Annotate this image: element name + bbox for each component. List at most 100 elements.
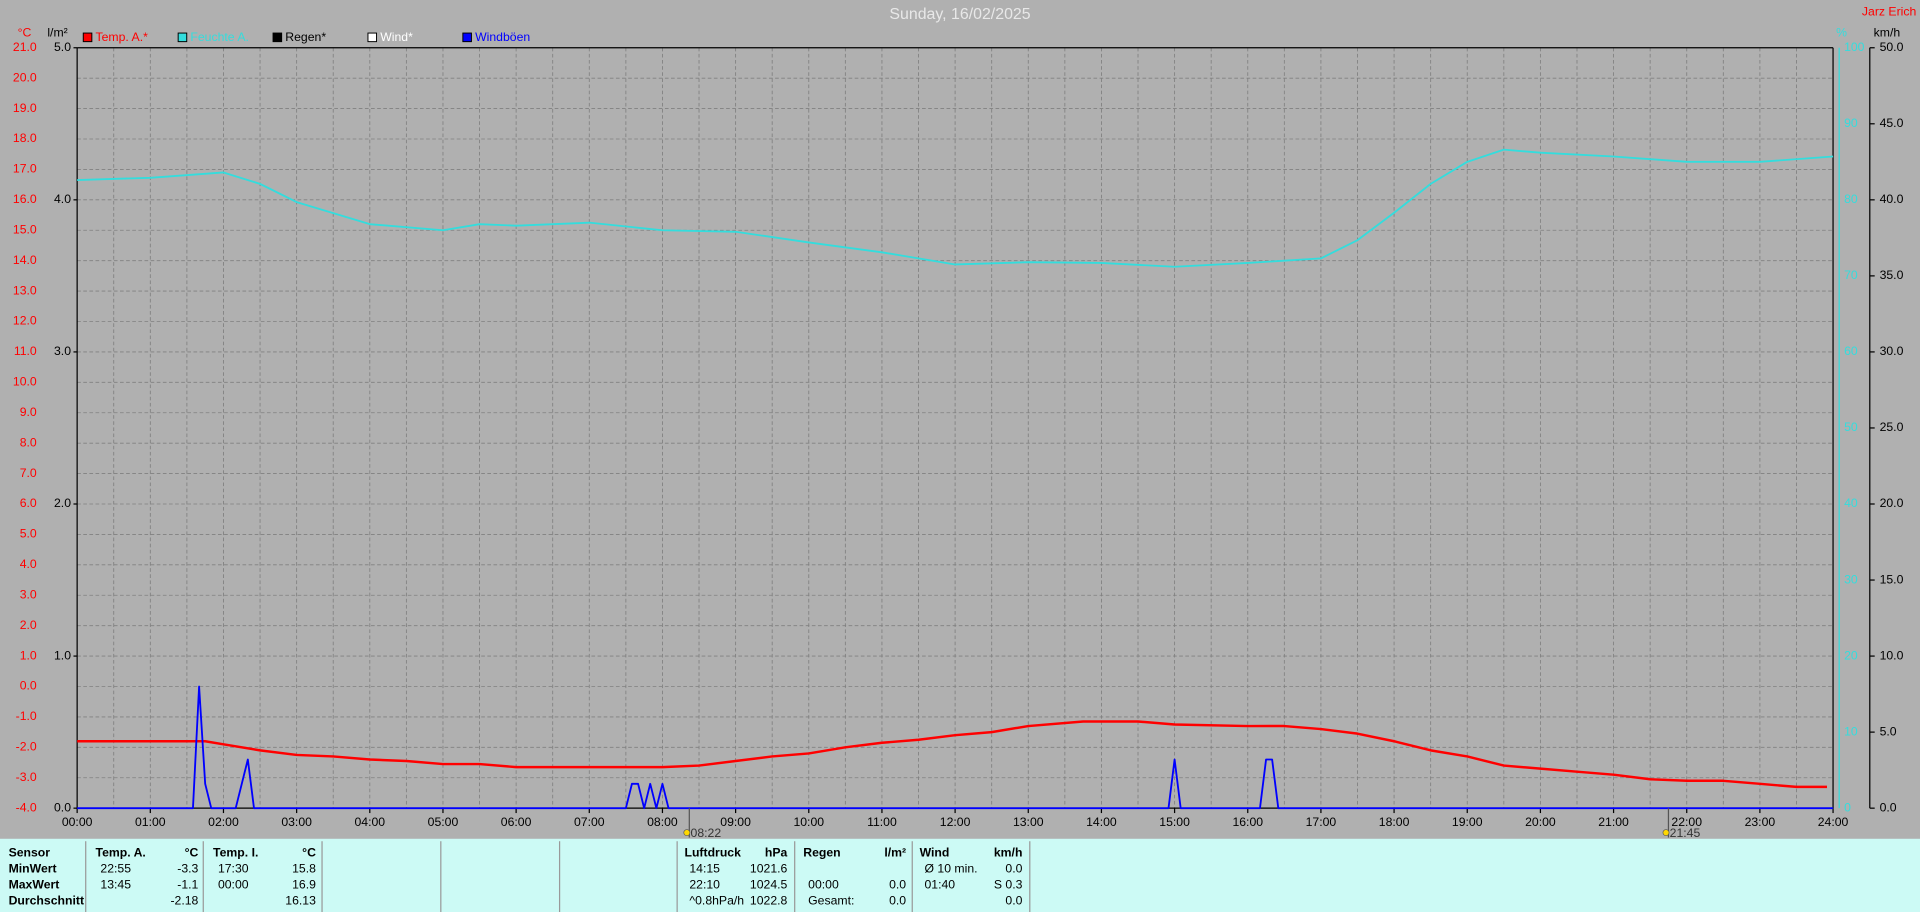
x-tick-label: 01:00 [135,815,166,829]
author: Jarz Erich [1862,4,1917,18]
y-tick-label: 15.0 [13,222,37,236]
x-tick-label: 21:00 [1598,815,1629,829]
cell-value: 0.0 [889,893,906,907]
y4-tick-label: 45.0 [1880,116,1904,130]
legend-swatch [177,32,188,43]
y3-tick-label: 40 [1844,496,1858,510]
row-label: MinWert [9,862,57,876]
x-tick-label: 02:00 [208,815,239,829]
y-tick-label: 9.0 [20,405,37,419]
y-tick-label: 7.0 [20,466,37,480]
sun-icon [1662,829,1670,837]
x-tick-label: 07:00 [574,815,605,829]
x-tick-label: 08:00 [647,815,678,829]
x-tick-label: 17:00 [1306,815,1337,829]
y4-tick-label: 50.0 [1880,40,1904,54]
row-label: MaxWert [9,878,60,892]
x-tick-label: 16:00 [1232,815,1263,829]
series-line [77,148,1834,268]
cell-value: 0.0 [889,878,906,892]
group-header: Temp. I. [213,846,258,860]
group-unit: °C [185,846,199,860]
y2-unit: l/m² [47,25,67,39]
x-tick-label: 23:00 [1745,815,1776,829]
cell-time: Ø 10 min. [924,862,977,876]
y-tick-label: 11.0 [14,344,37,358]
y-tick-label: 16.0 [13,192,37,206]
cell-time: 22:10 [689,878,720,892]
y-tick-label: 20.0 [13,70,37,84]
y2-tick-label: 1.0 [54,648,71,662]
y4-tick-label: 20.0 [1880,496,1904,510]
cell-time: 00:00 [218,878,249,892]
cell-value: 16.9 [292,878,316,892]
cell-value: 15.8 [292,862,316,876]
legend-label: Regen* [285,30,326,44]
y-tick-label: 21.0 [13,40,37,54]
x-tick-label: 15:00 [1159,815,1190,829]
y-tick-label: 19.0 [13,101,37,115]
y4-tick-label: 5.0 [1880,724,1897,738]
y2-tick-label: 3.0 [54,344,71,358]
y4-tick-label: 10.0 [1880,648,1904,662]
cell-time: Gesamt: [808,893,854,907]
y3-tick-label: 70 [1844,268,1858,282]
group-unit: l/m² [884,846,906,860]
x-tick-label: 18:00 [1379,815,1410,829]
y2-tick-label: 2.0 [54,496,71,510]
y2-tick-label: 4.0 [54,192,71,206]
x-tick-label: 20:00 [1525,815,1556,829]
cell-value: 0.0 [1005,862,1022,876]
group-header: Wind [920,846,950,860]
y3-tick-label: 90 [1844,116,1858,130]
cell-value: -3.3 [177,862,198,876]
y4-tick-label: 0.0 [1880,800,1897,814]
group-unit: °C [302,846,316,860]
group-header: Regen [803,846,840,860]
y3-tick-label: 30 [1844,572,1858,586]
x-tick-label: 09:00 [720,815,751,829]
cell-value: -2.18 [170,893,198,907]
y4-tick-label: 35.0 [1880,268,1904,282]
y3-tick-label: 50 [1844,420,1858,434]
legend-swatch [272,32,283,43]
series-line [77,685,1834,810]
y-tick-label: 5.0 [20,527,37,541]
cell-time: 01:40 [924,878,955,892]
y3-tick-label: 0 [1844,800,1851,814]
y-tick-label: 1.0 [20,648,37,662]
cell-value: -1.1 [177,878,198,892]
y2-tick-label: 0.0 [54,800,71,814]
y4-tick-label: 15.0 [1880,572,1904,586]
group-header: Luftdruck [684,846,741,860]
x-tick-label: 12:00 [940,815,971,829]
y3-tick-label: 60 [1844,344,1858,358]
x-tick-label: 10:00 [793,815,824,829]
legend-swatch [367,32,378,43]
legend-label: Windböen [475,30,530,44]
sun-label: 21:45 [1670,826,1701,840]
y-tick-label: -2.0 [16,740,37,754]
y3-tick-label: 20 [1844,648,1858,662]
x-tick-label: 14:00 [1086,815,1117,829]
cell-time: 14:15 [689,862,720,876]
x-tick-label: 05:00 [428,815,459,829]
y-tick-label: 2.0 [20,618,37,632]
legend-label: Feuchte A. [190,30,249,44]
group-header: Temp. A. [96,846,146,860]
cell-value: S 0.3 [994,878,1023,892]
cell-time: ^0.8hPa/h [689,893,744,907]
y4-tick-label: 30.0 [1880,344,1904,358]
y-tick-label: 3.0 [20,587,37,601]
y-tick-label: 10.0 [13,375,37,389]
cell-time: 17:30 [218,862,249,876]
y3-tick-label: 10 [1844,724,1858,738]
y3-unit: % [1836,25,1847,39]
cell-time: 13:45 [100,878,131,892]
y-tick-label: 12.0 [13,314,37,328]
cell-time: 00:00 [808,878,839,892]
cell-value: 1021.6 [750,862,788,876]
y-tick-label: 8.0 [20,435,37,449]
sun-icon [683,829,691,837]
